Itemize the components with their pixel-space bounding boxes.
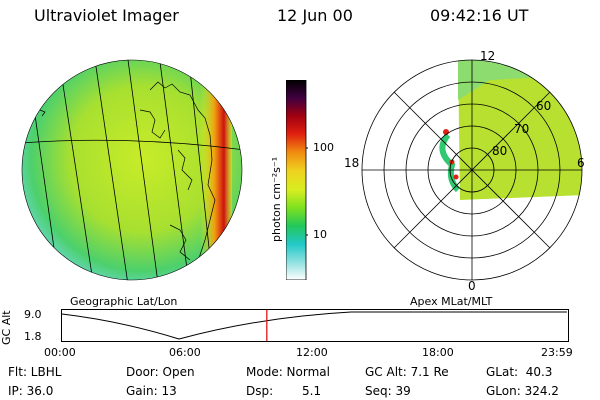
gain-info: Gain: 13	[126, 384, 177, 398]
colorbar-tick-100: 100	[313, 141, 334, 154]
mlt-label-0: 0	[468, 279, 476, 293]
time-label: 09:42:16 UT	[430, 6, 529, 25]
altitude-ytick-min: 1.8	[24, 330, 42, 343]
time-tick-0600: 06:00	[169, 346, 201, 359]
door-info: Door: Open	[126, 365, 195, 379]
mlt-label-6: 6	[577, 156, 585, 170]
globe-disk	[22, 60, 242, 280]
limb-emission-band	[200, 60, 232, 280]
polar-grid	[361, 59, 583, 281]
ip-info: IP: 36.0	[8, 384, 54, 398]
glat-info: GLat: 40.3	[486, 365, 553, 379]
date-label: 12 Jun 00	[277, 6, 353, 25]
colorbar-tick-10: 10	[313, 228, 327, 241]
altitude-ytick-max: 9.0	[24, 308, 42, 321]
altitude-timeline-plot	[61, 309, 569, 342]
altitude-ylabel: GC Alt	[0, 310, 13, 345]
polar-mlat-mlt-plot: 12 18 6 0 60 70 80	[344, 49, 585, 293]
time-tick-0000: 00:00	[44, 346, 76, 359]
mlat-label-70: 70	[514, 122, 529, 136]
filter-info: Flt: LBHL	[8, 365, 62, 379]
left-panel-label: Geographic Lat/Lon	[70, 295, 178, 308]
mlt-label-12: 12	[480, 49, 495, 63]
right-panel-label: Apex MLat/MLT	[410, 295, 493, 308]
instrument-title: Ultraviolet Imager	[34, 6, 179, 25]
dsp-value: 5.1	[302, 384, 322, 398]
time-tick-1800: 18:00	[422, 346, 454, 359]
sequence-info: Seq: 39	[365, 384, 411, 398]
colorbar-unit-label: photon cm⁻²s⁻¹	[270, 156, 283, 242]
mlat-label-60: 60	[536, 99, 551, 113]
mlt-label-18: 18	[344, 156, 359, 170]
dsp-label: Dsp:	[246, 384, 274, 398]
gc-alt-info: GC Alt: 7.1 Re	[365, 365, 449, 379]
time-tick-1200: 12:00	[296, 346, 328, 359]
color-scale-bar	[286, 80, 308, 280]
altitude-curve	[61, 311, 567, 340]
glon-info: GLon: 324.2	[486, 384, 559, 398]
time-tick-2359: 23:59	[541, 346, 573, 359]
mlat-label-80: 80	[492, 144, 507, 158]
mode-info: Mode: Normal	[246, 365, 330, 379]
geographic-globe-image	[21, 59, 243, 281]
